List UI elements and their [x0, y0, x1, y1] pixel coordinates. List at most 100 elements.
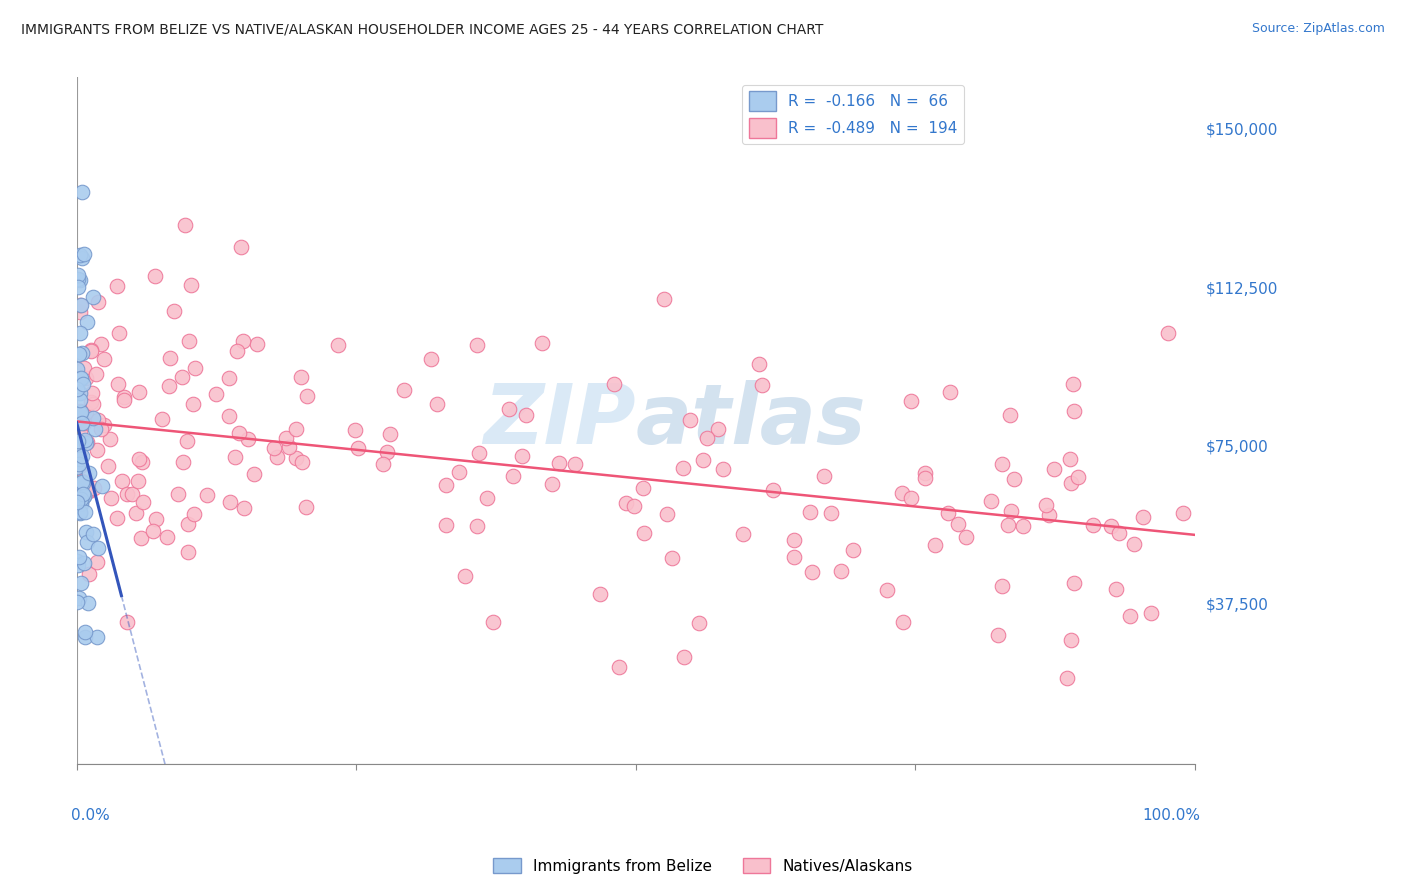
Point — [67, 347, 90, 361]
Point — [69, 298, 91, 312]
Text: $150,000: $150,000 — [1206, 123, 1278, 137]
Point — [115, 615, 138, 630]
Point — [436, 478, 458, 492]
Point — [183, 507, 205, 521]
Point — [1012, 518, 1035, 533]
Point — [70, 346, 93, 360]
Point — [900, 491, 922, 506]
Point — [82, 527, 104, 541]
Point — [914, 471, 936, 485]
Point — [159, 351, 181, 365]
Point — [246, 336, 269, 351]
Point — [69, 505, 91, 519]
Text: 0.0%: 0.0% — [72, 808, 110, 823]
Point — [218, 371, 240, 385]
Point — [783, 550, 806, 565]
Point — [394, 383, 416, 397]
Point — [70, 450, 93, 464]
Legend: Immigrants from Belize, Natives/Alaskans: Immigrants from Belize, Natives/Alaskans — [488, 852, 918, 880]
Point — [75, 478, 97, 492]
Point — [224, 450, 246, 464]
Point — [67, 372, 90, 386]
Point — [69, 506, 91, 520]
Point — [830, 564, 852, 578]
Point — [69, 424, 91, 438]
Point — [502, 469, 524, 483]
Point — [266, 450, 288, 464]
Text: atlas: atlas — [636, 380, 866, 461]
Point — [66, 494, 89, 508]
Point — [157, 379, 180, 393]
Point — [86, 555, 108, 569]
Point — [997, 518, 1019, 533]
Point — [467, 446, 489, 460]
Point — [1063, 576, 1085, 591]
Point — [66, 459, 89, 474]
Point — [69, 406, 91, 420]
Point — [69, 393, 91, 408]
Point — [278, 440, 301, 454]
Point — [173, 218, 195, 232]
Point — [67, 434, 90, 448]
Point — [70, 298, 93, 312]
Point — [70, 489, 93, 503]
Point — [1083, 518, 1105, 533]
Point — [652, 292, 675, 306]
Point — [291, 455, 314, 469]
Point — [75, 625, 97, 640]
Point — [75, 436, 97, 450]
Point — [73, 247, 96, 261]
Point — [73, 361, 96, 376]
Point — [623, 500, 645, 514]
Point — [998, 408, 1021, 422]
Point — [77, 483, 100, 497]
Point — [820, 506, 842, 520]
Point — [633, 481, 655, 495]
Point — [145, 268, 167, 283]
Point — [105, 510, 128, 524]
Point — [177, 517, 200, 532]
Text: $75,000: $75,000 — [1206, 440, 1268, 455]
Point — [69, 248, 91, 262]
Point — [125, 506, 148, 520]
Point — [263, 441, 285, 455]
Point — [73, 416, 96, 430]
Point — [93, 351, 115, 366]
Point — [75, 630, 97, 644]
Point — [748, 357, 770, 371]
Point — [184, 361, 207, 376]
Point — [66, 594, 89, 608]
Point — [162, 303, 184, 318]
Point — [1118, 609, 1140, 624]
Point — [434, 517, 457, 532]
Point — [1000, 504, 1022, 518]
Point — [132, 494, 155, 508]
Point — [1139, 606, 1161, 620]
Point — [69, 476, 91, 491]
Point — [97, 459, 120, 474]
Point — [711, 462, 734, 476]
Point — [145, 512, 167, 526]
Point — [70, 417, 93, 431]
Point — [782, 533, 804, 547]
Point — [90, 422, 112, 436]
Point — [112, 390, 135, 404]
Point — [72, 377, 94, 392]
Point — [226, 343, 249, 358]
Point — [948, 516, 970, 531]
Point — [344, 423, 367, 437]
Point — [295, 389, 318, 403]
Point — [170, 370, 193, 384]
Point — [127, 474, 149, 488]
Text: ZIP: ZIP — [484, 380, 636, 461]
Point — [347, 441, 370, 455]
Point — [616, 496, 638, 510]
Point — [82, 290, 104, 304]
Point — [70, 251, 93, 265]
Point — [121, 487, 143, 501]
Point — [232, 334, 254, 349]
Point — [69, 494, 91, 508]
Point — [67, 457, 90, 471]
Point — [114, 392, 136, 407]
Point — [661, 550, 683, 565]
